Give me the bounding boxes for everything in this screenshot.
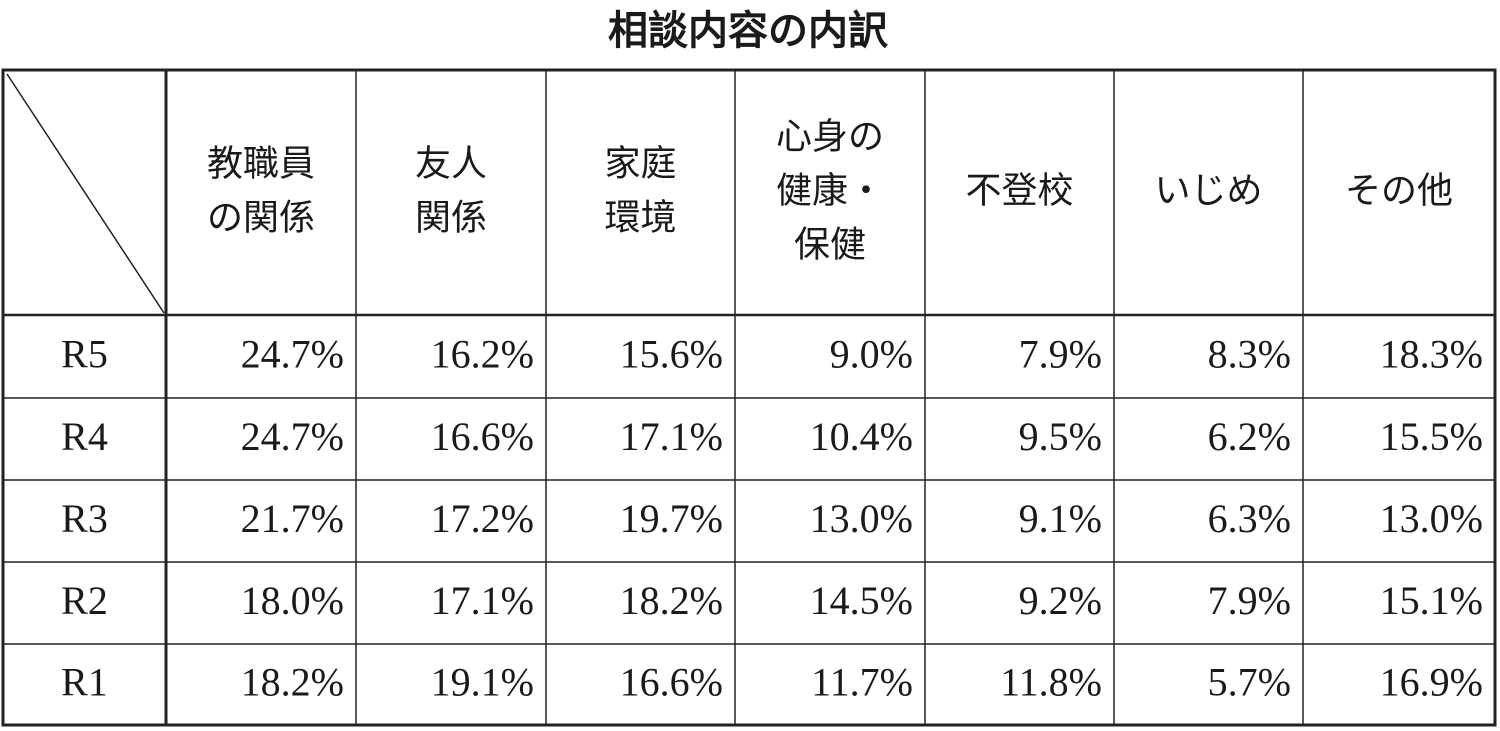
- column-header: いじめ: [1154, 171, 1262, 212]
- column-header: 関係: [415, 198, 487, 239]
- table-cell: 18.3%: [1380, 332, 1483, 377]
- table-rule: [6, 73, 165, 314]
- table-cell: 6.3%: [1208, 496, 1291, 541]
- row-label: R3: [61, 496, 108, 541]
- title: 相談内容の内訳: [608, 8, 889, 54]
- table-cell: 14.5%: [810, 578, 913, 623]
- row-label: R5: [61, 332, 108, 377]
- table-cell: 9.2%: [1019, 578, 1102, 623]
- table-cell: 17.2%: [431, 496, 534, 541]
- table-cell: 16.9%: [1380, 660, 1483, 705]
- table-cell: 15.1%: [1380, 578, 1483, 623]
- table-cell: 18.2%: [241, 660, 344, 705]
- table-cell: 18.2%: [620, 578, 723, 623]
- table-cell: 16.6%: [620, 660, 723, 705]
- table-cell: 9.1%: [1019, 496, 1102, 541]
- column-header: 環境: [604, 198, 676, 239]
- table-cell: 9.0%: [830, 332, 913, 377]
- table-cell: 18.0%: [241, 578, 344, 623]
- table-cell: 17.1%: [431, 578, 534, 623]
- table-border: [1, 68, 1497, 727]
- table-cell: 9.5%: [1019, 414, 1102, 459]
- column-header: 心身の: [776, 117, 884, 158]
- column-header: 教職員: [207, 144, 315, 185]
- table-cell: 21.7%: [241, 496, 344, 541]
- table-cell: 17.1%: [620, 414, 723, 459]
- table-cell: 13.0%: [810, 496, 913, 541]
- table-cell: 15.5%: [1380, 414, 1483, 459]
- table-cell: 24.7%: [241, 414, 344, 459]
- column-header: 保健: [794, 225, 866, 266]
- row-label: R1: [61, 660, 108, 705]
- table-cell: 7.9%: [1019, 332, 1102, 377]
- column-header: 友人: [415, 144, 487, 185]
- table-cell: 11.8%: [1000, 660, 1102, 705]
- table-cell: 24.7%: [241, 332, 344, 377]
- column-header: 家庭: [604, 144, 676, 185]
- column-header: 不登校: [965, 171, 1073, 212]
- table-cell: 6.2%: [1208, 414, 1291, 459]
- table-cell: 5.7%: [1208, 660, 1291, 705]
- table-cell: 11.7%: [811, 660, 913, 705]
- column-header: その他: [1345, 171, 1453, 212]
- table-cell: 16.2%: [431, 332, 534, 377]
- table-cell: 10.4%: [810, 414, 913, 459]
- table-cell: 13.0%: [1380, 496, 1483, 541]
- table-cell: 19.7%: [620, 496, 723, 541]
- table-cell: 15.6%: [620, 332, 723, 377]
- column-header: 健康・: [776, 171, 884, 212]
- row-label: R4: [61, 414, 108, 459]
- column-header: の関係: [207, 198, 315, 239]
- table-cell: 8.3%: [1208, 332, 1291, 377]
- table-cell: 19.1%: [431, 660, 534, 705]
- table-cell: 7.9%: [1208, 578, 1291, 623]
- table-cell: 16.6%: [431, 414, 534, 459]
- row-label: R2: [61, 578, 108, 623]
